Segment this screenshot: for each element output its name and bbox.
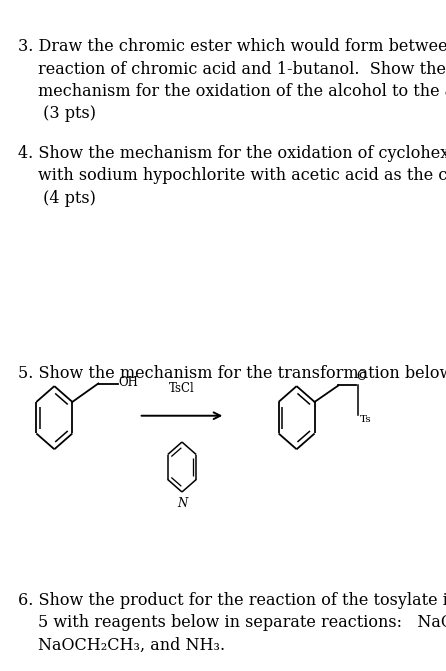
Text: with sodium hypochlorite with acetic acid as the catalyst.: with sodium hypochlorite with acetic aci… xyxy=(38,167,446,184)
Text: reaction of chromic acid and 1-butanol.  Show the: reaction of chromic acid and 1-butanol. … xyxy=(38,60,446,78)
Text: NaOCH₂CH₃, and NH₃.: NaOCH₂CH₃, and NH₃. xyxy=(38,637,226,654)
Text: 4. Show the mechanism for the oxidation of cyclohexanol: 4. Show the mechanism for the oxidation … xyxy=(18,145,446,162)
Text: 3. Draw the chromic ester which would form between the: 3. Draw the chromic ester which would fo… xyxy=(18,38,446,55)
Text: TsCl: TsCl xyxy=(169,382,195,395)
Text: 5. Show the mechanism for the transformation below.  (2 pts): 5. Show the mechanism for the transforma… xyxy=(18,365,446,382)
Text: (3 pts): (3 pts) xyxy=(38,105,96,122)
Text: Ts: Ts xyxy=(360,415,372,424)
Text: mechanism for the oxidation of the alcohol to the aldehyde.: mechanism for the oxidation of the alcoh… xyxy=(38,83,446,100)
Text: N: N xyxy=(177,497,187,510)
Text: 5 with reagents below in separate reactions:   NaCN,: 5 with reagents below in separate reacti… xyxy=(38,615,446,631)
Text: O: O xyxy=(356,370,366,383)
Text: OH: OH xyxy=(119,376,139,389)
Text: 6. Show the product for the reaction of the tosylate in problem: 6. Show the product for the reaction of … xyxy=(18,592,446,609)
Text: (4 pts): (4 pts) xyxy=(38,189,96,207)
